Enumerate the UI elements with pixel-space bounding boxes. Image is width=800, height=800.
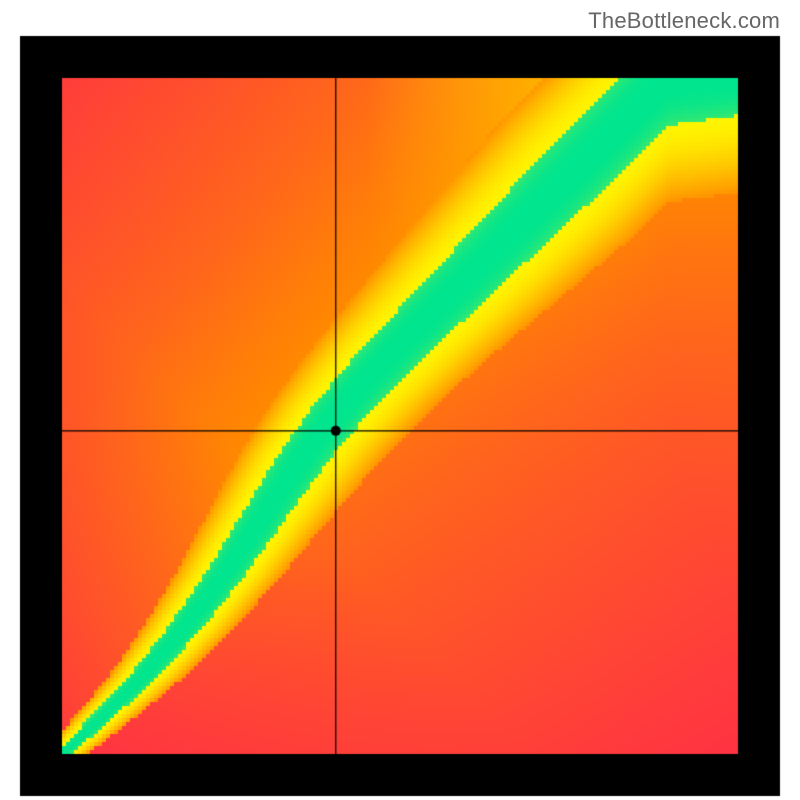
bottleneck-heatmap [0,0,800,800]
watermark-text: TheBottleneck.com [588,8,780,34]
chart-container: TheBottleneck.com [0,0,800,800]
